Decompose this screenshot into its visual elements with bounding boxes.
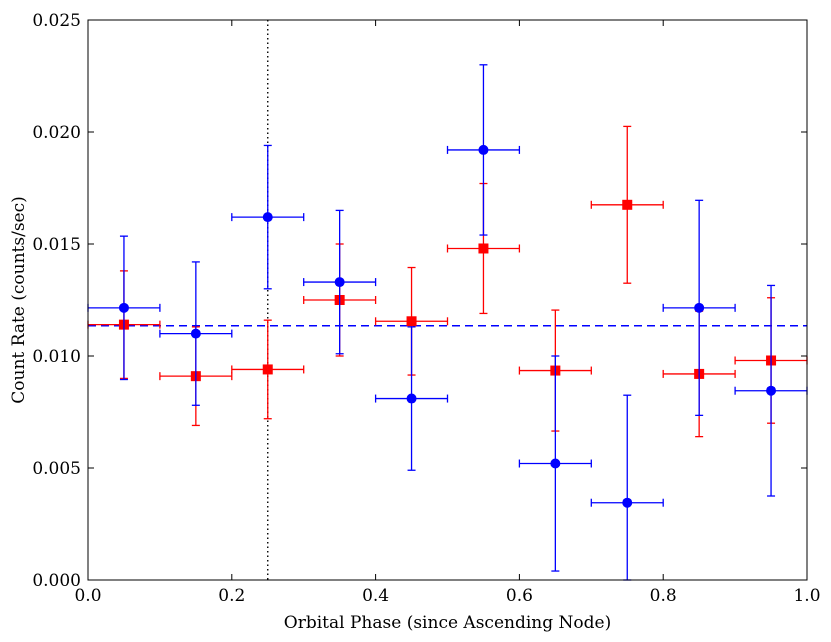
x-tick-label: 0.0 — [74, 586, 101, 606]
x-axis-label: Orbital Phase (since Ascending Node) — [284, 613, 611, 633]
y-tick-label: 0.020 — [32, 123, 81, 143]
data-point-circle — [262, 212, 273, 223]
data-point-circle — [334, 277, 345, 288]
y-tick-label: 0.025 — [32, 11, 81, 31]
y-tick-label: 0.015 — [32, 235, 81, 255]
axis-ticks: 0.0 0.2 0.4 0.6 0.8 1.0 0.000 0.005 0.010 0.015 0.… — [32, 11, 820, 606]
x-tick-label: 1.0 — [793, 586, 820, 606]
data-point-square — [262, 364, 273, 375]
data-point-circle — [622, 497, 633, 508]
data-point-circle — [550, 458, 561, 469]
data-point-circle — [118, 302, 129, 313]
data-point-square — [406, 316, 417, 327]
data-point-square — [478, 243, 489, 254]
y-tick-label: 0.005 — [32, 459, 81, 479]
series-layer — [87, 64, 808, 581]
y-tick-label: 0.000 — [32, 571, 81, 591]
data-point-circle — [406, 393, 417, 404]
data-point-circle — [478, 144, 489, 155]
x-tick-label: 0.4 — [362, 586, 389, 606]
y-axis-label: Count Rate (counts/sec) — [9, 196, 29, 404]
reference-lines — [88, 20, 807, 580]
x-tick-label: 0.2 — [218, 586, 245, 606]
data-point-circle — [766, 385, 777, 396]
x-tick-label: 0.6 — [506, 586, 533, 606]
data-point-circle — [190, 328, 201, 339]
y-tick-label: 0.010 — [32, 347, 81, 367]
plot-frame — [87, 19, 808, 581]
data-point-circle — [694, 302, 705, 313]
x-tick-label: 0.8 — [650, 586, 677, 606]
data-point-square — [622, 199, 633, 210]
